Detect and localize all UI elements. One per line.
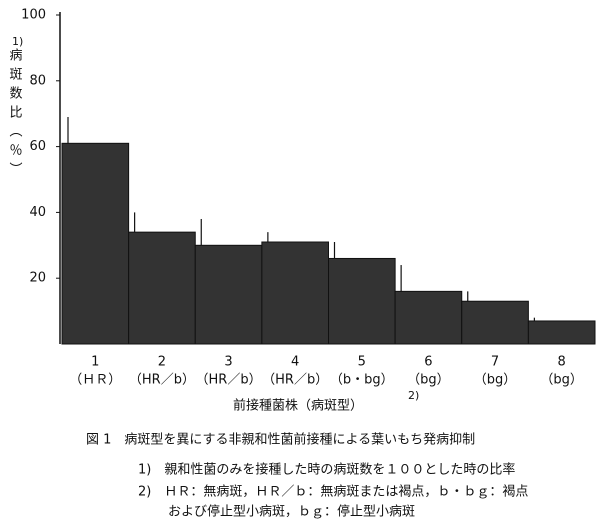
x-tick-sublabel: （HR／b） [129,373,195,388]
x-tick-sublabel: （b・bg） [330,373,394,388]
x-tick-label: 6 [424,355,432,370]
x-tick-sublabel: （ＨＲ） [69,373,121,388]
x-tick-sublabel: （bg） [540,373,583,388]
note: 1) 親和性菌のみを接種した時の病斑数を１００とした時の比率 [138,462,515,478]
x-tick-label: 8 [558,355,566,370]
y-tick-label: 80 [29,73,46,88]
bar [527,320,596,345]
note: 2) ＨＲ：無病斑，ＨＲ／ｂ：無病斑または褐点，ｂ・ｂｇ：褐点 [138,485,528,500]
bar [328,257,396,345]
bar [261,241,329,345]
x-tick-label: 7 [491,355,499,370]
caption: 図 1 病斑型を異にする非親和性菌前接種による葉いもち発病抑制 [86,432,475,448]
y-tick-label: 40 [29,205,46,220]
x-tick-sublabel: （bg） [474,373,517,388]
y-axis-label-note: 1) [12,35,23,48]
bar [394,290,463,345]
x-tick-label: 2 [158,355,166,370]
bar [194,244,263,345]
note: および停止型小病斑，ｂｇ：停止型小病斑 [168,504,415,520]
x-axis-label-note: 2) [408,389,419,402]
x-tick-sublabel: （bg） [407,373,450,388]
x-tick-label: 1 [91,355,99,370]
y-tick-label: 60 [29,139,46,154]
y-tick-label: 20 [29,271,46,286]
x-tick-label: 4 [291,355,299,370]
x-axis-label: 前接種菌株（病斑型） [233,398,363,414]
y-tick-label: 100 [21,8,46,23]
y-axis-label: 病斑数比（％） [7,48,23,181]
bar [61,142,130,345]
x-tick-sublabel: （HR／b） [196,373,262,388]
x-tick-label: 3 [224,355,232,370]
x-tick-sublabel: （HR／b） [262,373,328,388]
x-tick-label: 5 [358,355,366,370]
bar [461,300,529,345]
bar [128,231,196,345]
